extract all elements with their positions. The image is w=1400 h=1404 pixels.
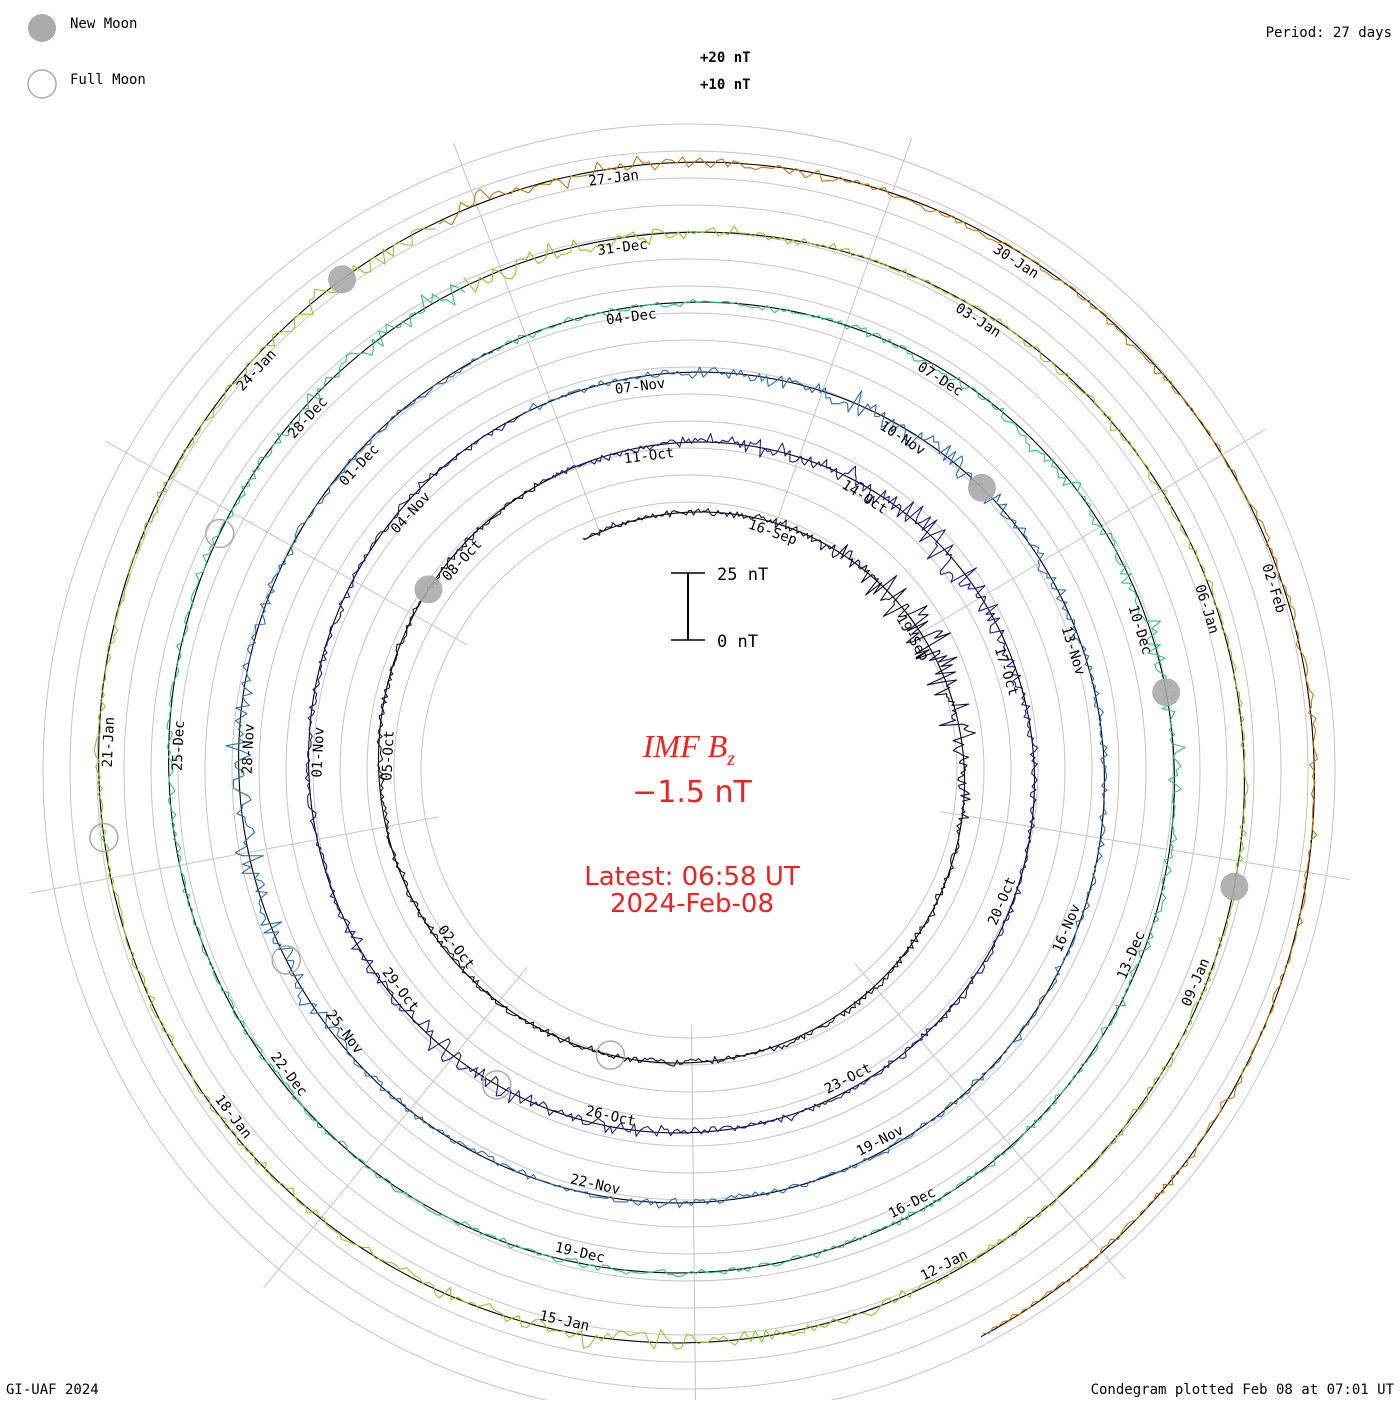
scale-bar xyxy=(671,572,705,641)
grid-spoke xyxy=(691,1024,697,1404)
grid-spoke xyxy=(105,440,468,646)
grid-circle xyxy=(339,420,1039,1120)
date-label: 26-Oct xyxy=(584,1103,637,1130)
bz-trace-ring-2 xyxy=(304,411,1039,1137)
date-label: 07-Nov xyxy=(614,376,666,398)
center-title-subscript: z xyxy=(726,748,735,770)
date-label: 27-Jan xyxy=(588,167,640,189)
new-moon-legend-label: New Moon xyxy=(70,16,137,32)
date-label: 16-Dec xyxy=(886,1185,938,1222)
bz-trace-ring-1 xyxy=(376,474,976,1067)
date-label: 25-Dec xyxy=(170,720,188,771)
date-label: 01-Dec xyxy=(336,441,382,489)
new-moon-marker xyxy=(1220,872,1249,901)
grid-spoke xyxy=(908,428,1267,641)
grid-spoke xyxy=(30,816,439,894)
new-moon-marker xyxy=(967,473,996,502)
grid-circle xyxy=(69,150,1309,1390)
date-label: 31-Dec xyxy=(596,237,648,259)
scale-bar-top-label: 25 nT xyxy=(717,565,768,585)
latest-time-label: Latest: 06:58 UT xyxy=(584,862,800,892)
current-bz-value: −1.5 nT xyxy=(632,775,752,810)
date-label: 02-Oct xyxy=(434,922,477,972)
date-label: 21-Jan xyxy=(100,717,118,768)
period-label: Period: 27 days xyxy=(1266,25,1392,41)
full-moon-marker xyxy=(482,1070,512,1100)
full-moon-legend-label: Full Moon xyxy=(70,72,146,88)
date-label: 28-Nov xyxy=(240,723,258,774)
grid-circle xyxy=(285,366,1093,1174)
grid-circle xyxy=(231,312,1147,1228)
credit-label: GI-UAF 2024 xyxy=(6,1382,99,1398)
bz-traces xyxy=(93,155,1318,1350)
grid-spoke xyxy=(263,966,528,1288)
grid-circle xyxy=(420,501,958,1039)
full-moon-icon xyxy=(27,69,57,99)
date-label: 22-Nov xyxy=(569,1171,622,1198)
date-label: 22-Dec xyxy=(267,1050,310,1100)
grid-circle xyxy=(177,258,1201,1282)
date-label: 11-Oct xyxy=(623,445,675,467)
date-label: 16-Nov xyxy=(1050,902,1084,955)
radial-grid xyxy=(42,123,1336,1404)
date-label: 08-Oct xyxy=(439,537,485,585)
date-label: 15-Jan xyxy=(538,1308,591,1335)
full-moon-marker xyxy=(204,518,235,549)
new-moon-marker xyxy=(328,265,357,294)
new-moon-icon xyxy=(28,14,56,42)
date-label: 25-Nov xyxy=(323,1007,366,1057)
scale-plus10-label: +10 nT xyxy=(700,77,751,93)
grid-circle xyxy=(258,339,1120,1201)
date-label: 13-Dec xyxy=(1114,929,1148,982)
full-moon-marker xyxy=(595,1040,626,1070)
date-label: 01-Nov xyxy=(309,727,327,778)
date-label: 09-Jan xyxy=(1179,956,1213,1009)
bz-trace-ring-4 xyxy=(166,284,1186,1278)
date-label: 04-Nov xyxy=(388,489,434,537)
moon-markers xyxy=(89,265,1249,1100)
bz-trace-ring-6 xyxy=(438,155,1318,1334)
grid-circle xyxy=(42,123,1336,1404)
full-moon-marker xyxy=(271,945,301,975)
scale-bar-bottom-label: 0 nT xyxy=(717,632,758,652)
date-label: 18-Jan xyxy=(211,1092,254,1142)
radial-spokes xyxy=(30,137,1351,1404)
grid-circle xyxy=(312,393,1066,1147)
center-title: IMF Bz xyxy=(642,728,735,770)
date-label: 19-Dec xyxy=(553,1240,606,1267)
grid-circle xyxy=(393,474,985,1066)
center-title-main: IMF B xyxy=(642,728,727,764)
plotted-label: Condegram plotted Feb 08 at 07:01 UT xyxy=(1091,1382,1395,1398)
grid-spoke xyxy=(940,811,1351,881)
date-label: 16-Sep xyxy=(746,517,799,549)
grid-circle xyxy=(366,447,1012,1093)
bz-trace-ring-3 xyxy=(225,351,1108,1209)
date-label: 04-Dec xyxy=(605,306,657,328)
scale-plus20-label: +20 nT xyxy=(700,50,751,66)
bz-trace-ring-5 xyxy=(93,225,1249,1350)
grid-spoke xyxy=(854,963,1126,1280)
grid-spoke xyxy=(773,137,913,530)
new-moon-marker xyxy=(414,575,443,604)
grid-circle xyxy=(204,285,1174,1255)
full-moon-marker xyxy=(89,822,119,853)
new-moon-marker xyxy=(1152,678,1181,707)
date-label: 05-Oct xyxy=(379,730,397,781)
latest-date-label: 2024-Feb-08 xyxy=(610,889,774,919)
